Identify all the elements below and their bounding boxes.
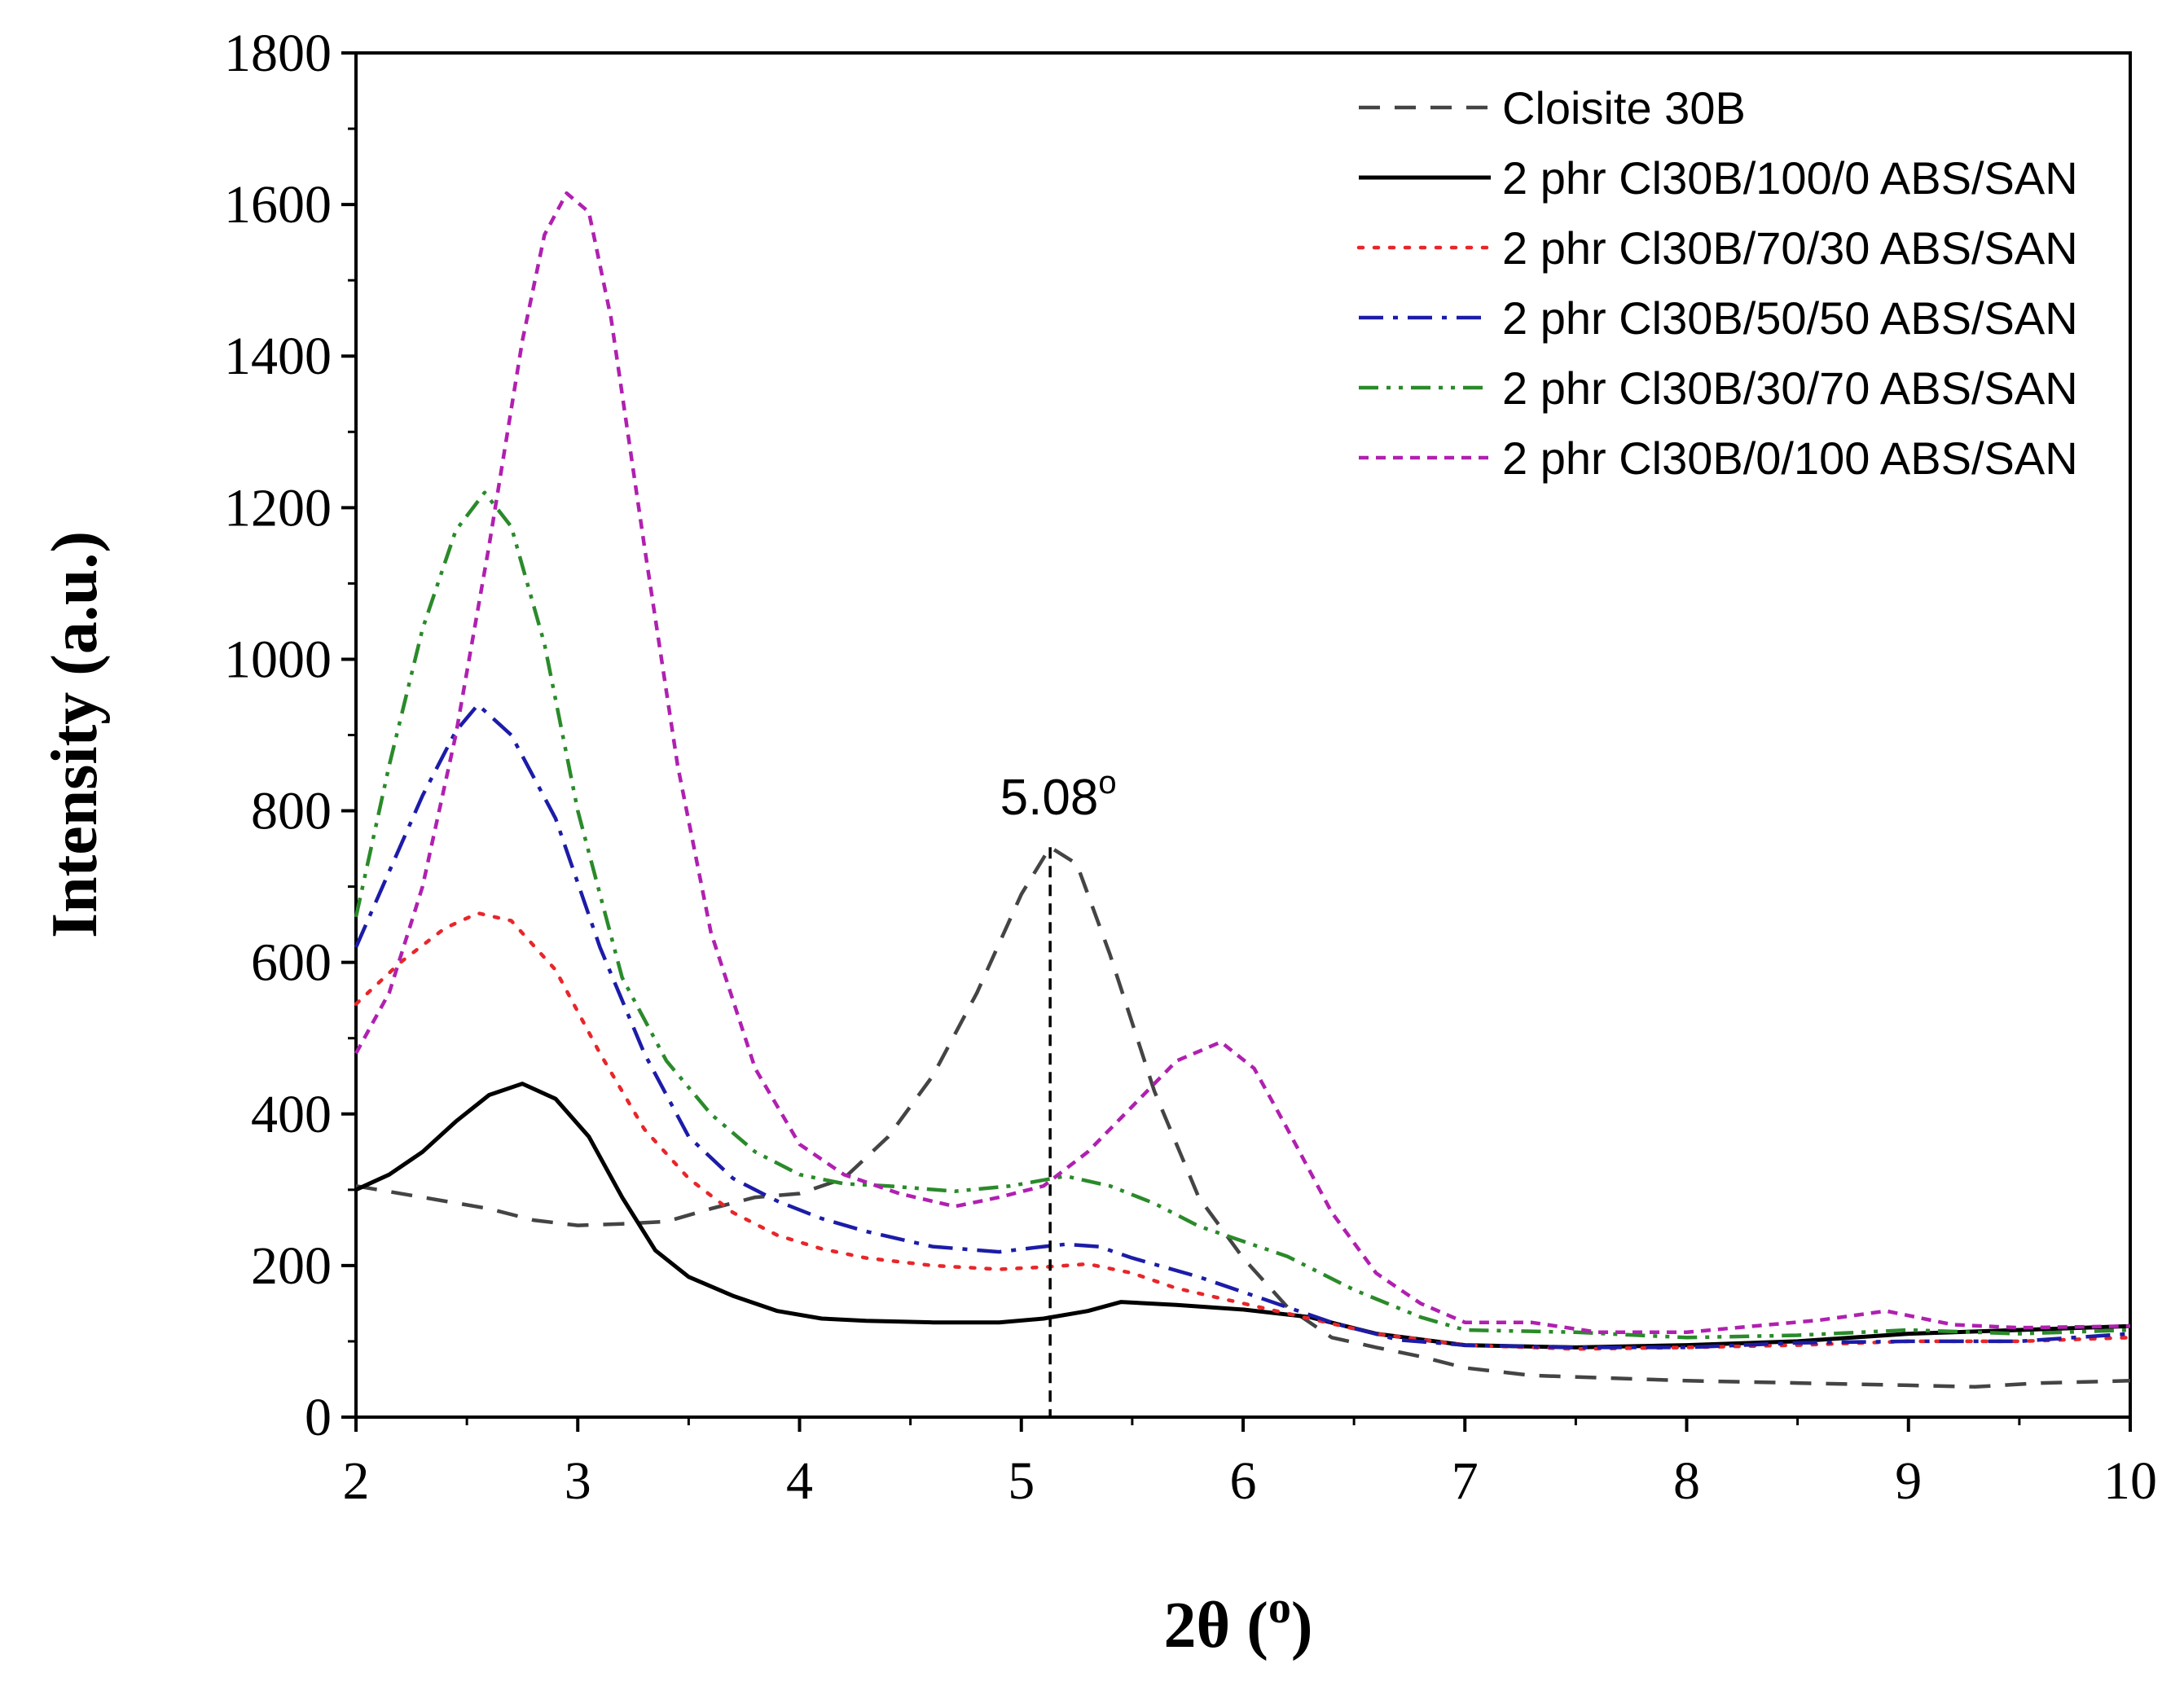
series-line-6 xyxy=(354,191,2131,1335)
legend-label-6: 2 phr Cl30B/0/100 ABS/SAN xyxy=(1502,432,2078,484)
x-tick-label: 9 xyxy=(1895,1451,1922,1511)
x-tick-label: 7 xyxy=(1452,1451,1479,1511)
series-line-4 xyxy=(354,703,2131,1350)
x-tick-label: 3 xyxy=(565,1451,591,1511)
series-line-1 xyxy=(355,845,2131,1389)
x-tick-label: 10 xyxy=(2103,1451,2157,1511)
x-axis-title: 2θ (o) xyxy=(1163,1582,1312,1661)
series-line-2 xyxy=(354,1082,2131,1350)
x-tick-label: 4 xyxy=(786,1451,813,1511)
y-tick-label: 200 xyxy=(251,1236,332,1296)
x-tick-label: 5 xyxy=(1008,1451,1035,1511)
y-tick-label: 1000 xyxy=(224,630,332,689)
y-tick-label: 0 xyxy=(305,1388,332,1447)
y-tick-label: 1200 xyxy=(224,478,332,538)
y-tick-label: 800 xyxy=(251,782,332,841)
peak-annotation-label: 5.08o xyxy=(1000,765,1117,826)
y-tick-label: 1400 xyxy=(224,327,332,386)
y-axis-title: Intensity (a.u.) xyxy=(39,531,111,938)
y-tick-label: 600 xyxy=(251,933,332,993)
legend-label-2: 2 phr Cl30B/100/0 ABS/SAN xyxy=(1502,152,2078,204)
y-tick-label: 400 xyxy=(251,1085,332,1144)
series-line-5 xyxy=(354,490,2131,1340)
y-tick-label: 1800 xyxy=(224,24,332,83)
legend-label-4: 2 phr Cl30B/50/50 ABS/SAN xyxy=(1502,292,2078,344)
legend-label-5: 2 phr Cl30B/30/70 ABS/SAN xyxy=(1502,362,2078,414)
x-tick-label: 6 xyxy=(1230,1451,1257,1511)
y-tick-label: 1600 xyxy=(224,175,332,235)
legend-label-3: 2 phr Cl30B/70/30 ABS/SAN xyxy=(1502,222,2078,274)
x-tick-label: 8 xyxy=(1673,1451,1700,1511)
x-tick-label: 2 xyxy=(343,1451,370,1511)
legend-label-1: Cloisite 30B xyxy=(1502,82,1746,134)
